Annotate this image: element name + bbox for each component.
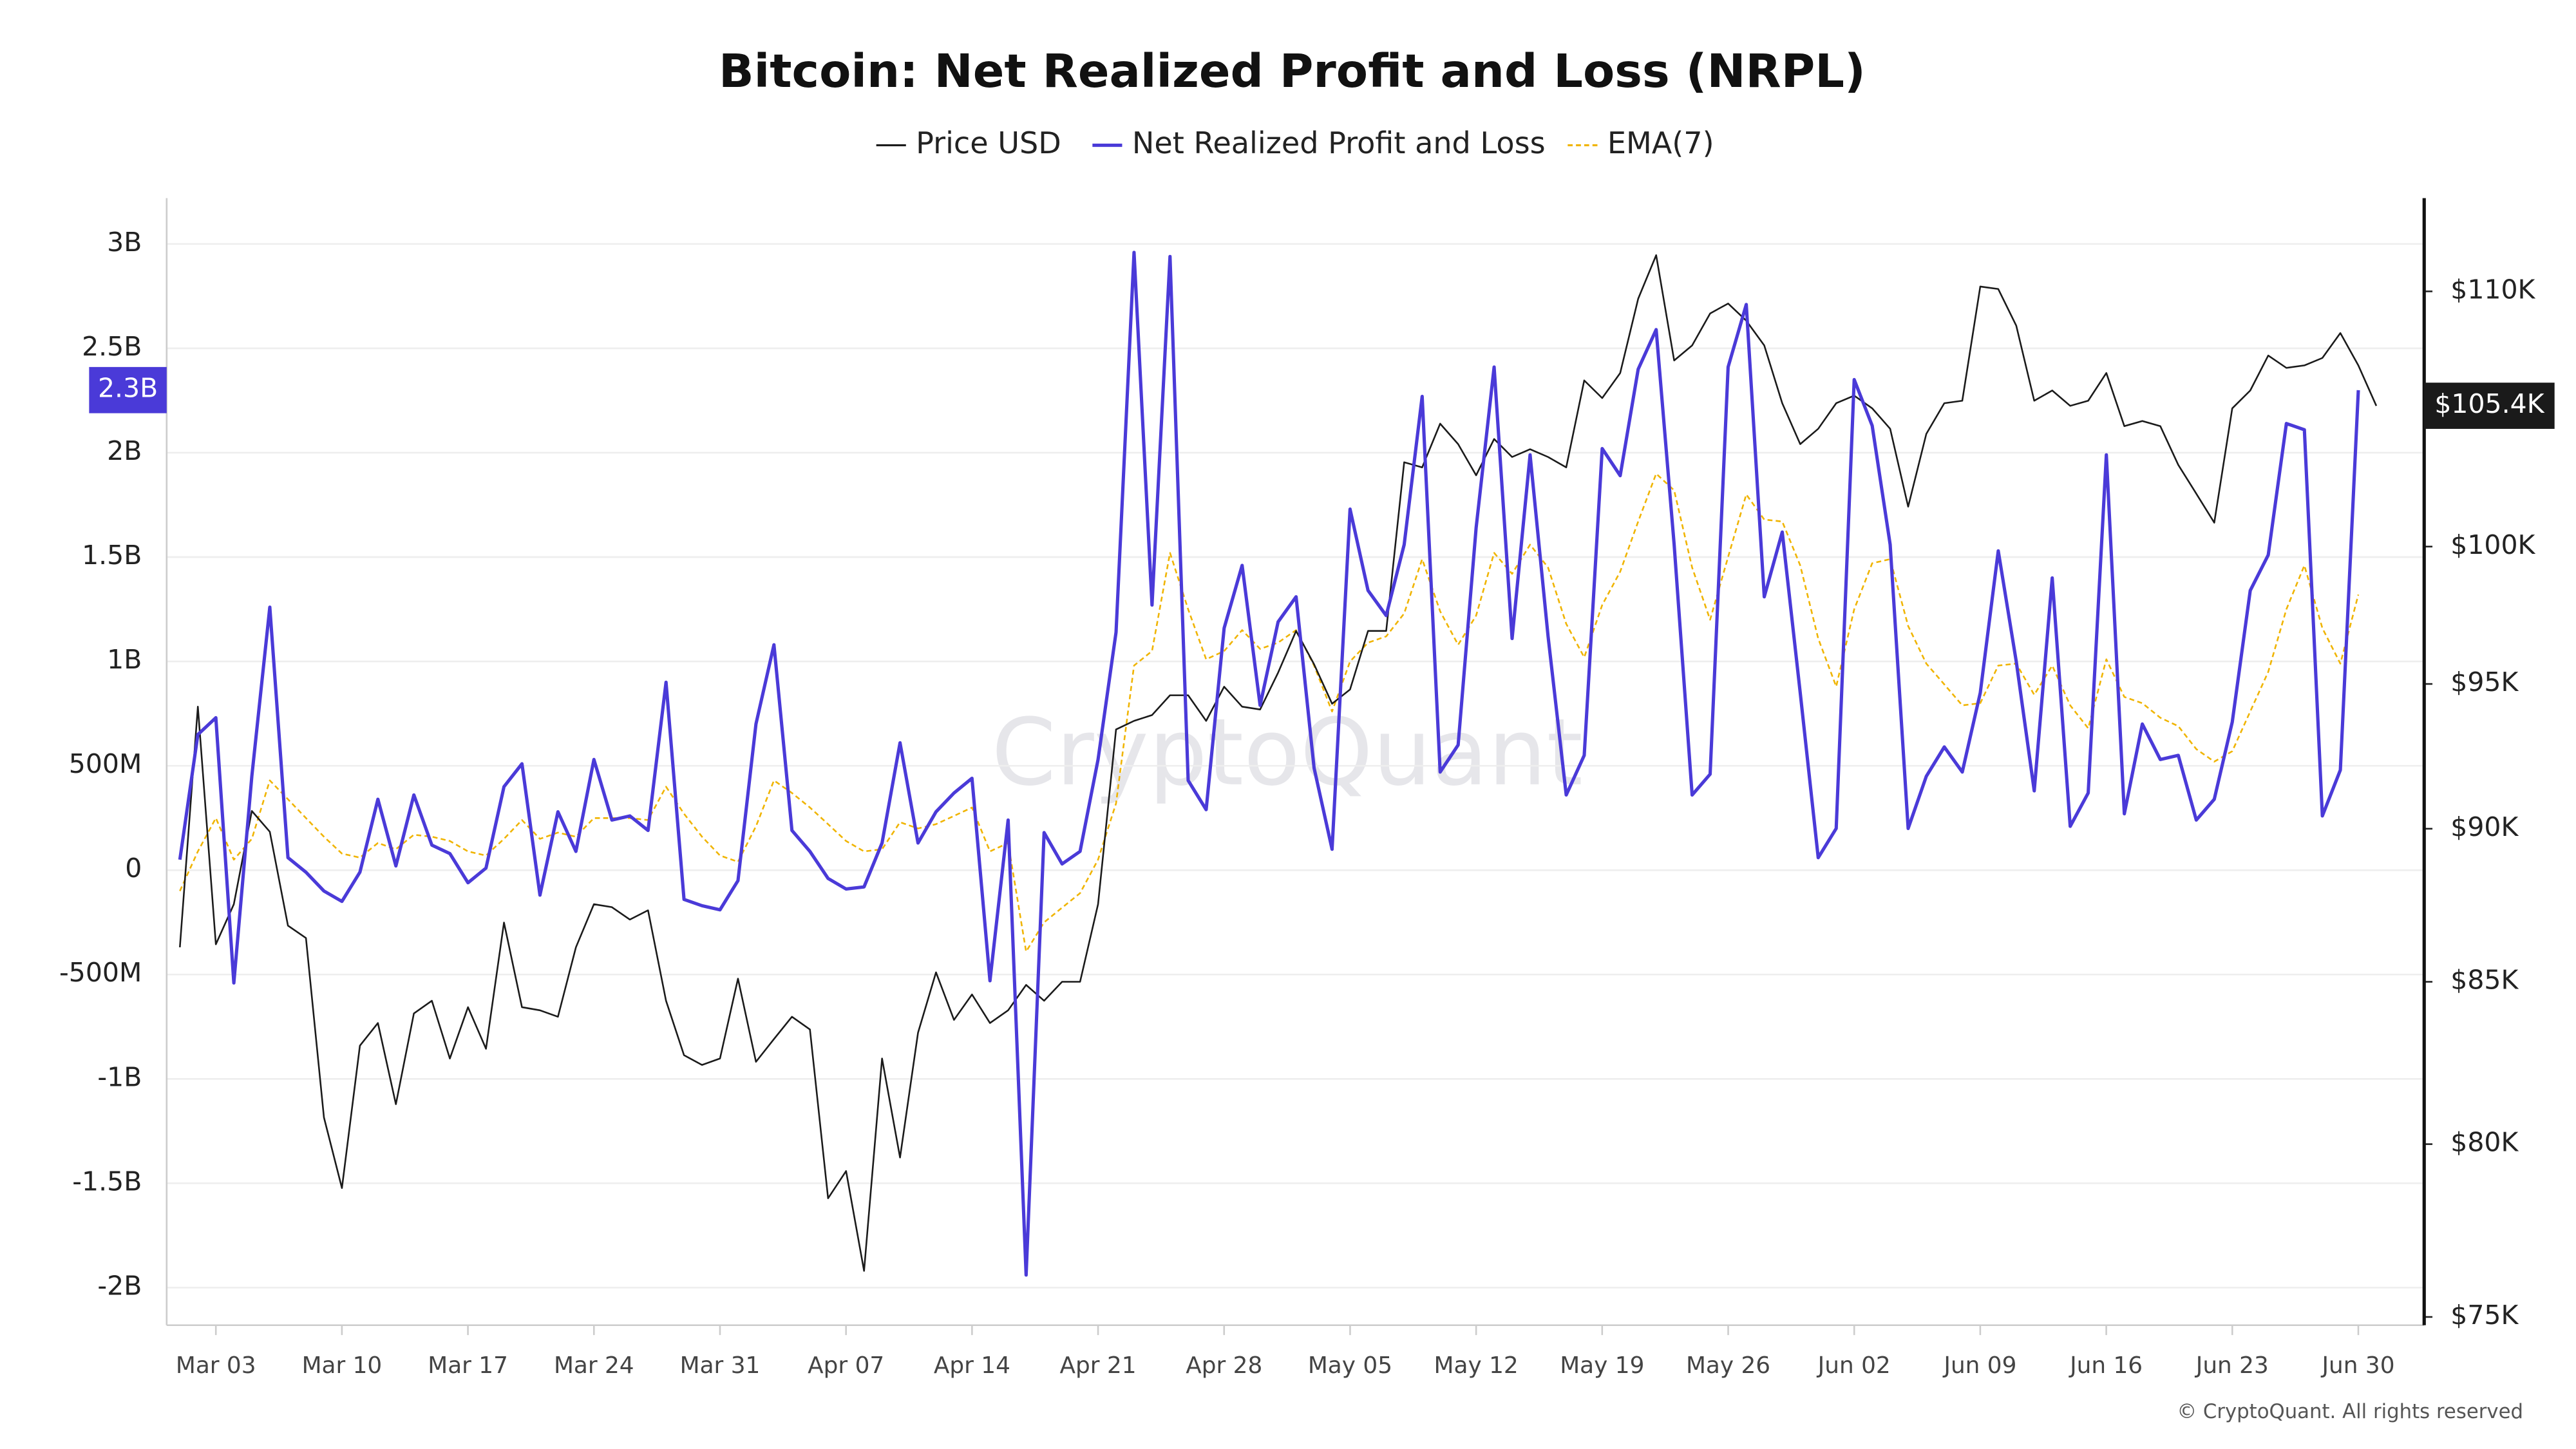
chart-title: Bitcoin: Net Realized Profit and Loss (N… [719, 44, 1866, 98]
series-line [179, 473, 2360, 952]
y-tick-label: 1B [107, 644, 142, 675]
y2-tick-label: $75K [2450, 1300, 2519, 1331]
x-tick-label: Jun 16 [2069, 1352, 2143, 1379]
x-tick-label: May 26 [1686, 1352, 1770, 1379]
y2-tick-label: $95K [2450, 667, 2519, 697]
y2-tick-label: $90K [2450, 811, 2519, 842]
x-tick-label: May 19 [1560, 1352, 1644, 1379]
y-tick-label: 500M [69, 748, 142, 779]
series-line [178, 251, 2360, 1277]
x-tick-label: May 12 [1434, 1352, 1519, 1379]
x-tick-label: Mar 31 [680, 1352, 761, 1379]
x-tick-label: Jun 30 [2320, 1352, 2394, 1379]
last-value-label: 2.3B [98, 373, 158, 404]
x-tick-label: Apr 21 [1060, 1352, 1137, 1379]
last-value-label: $105.4K [2434, 388, 2544, 419]
legend-label: Price USD [916, 126, 1061, 160]
x-tick-label: Jun 23 [2195, 1352, 2269, 1379]
y-tick-label: 2.5B [82, 331, 142, 362]
x-tick-label: Mar 17 [428, 1352, 508, 1379]
x-tick-label: Jun 09 [1942, 1352, 2016, 1379]
y-tick-label: 2B [107, 435, 142, 466]
series-line [179, 254, 2378, 1272]
x-tick-label: Apr 28 [1186, 1352, 1262, 1379]
x-tick-label: Apr 07 [808, 1352, 884, 1379]
legend-label: EMA(7) [1607, 126, 1714, 160]
y2-tick-label: $80K [2450, 1127, 2519, 1158]
y2-tick-label: $100K [2450, 529, 2535, 560]
y-tick-label: 1.5B [82, 540, 142, 571]
y-tick-label: -1.5B [72, 1166, 142, 1197]
last-value-badge [2424, 383, 2555, 429]
x-tick-label: Jun 02 [1817, 1352, 1891, 1379]
watermark: CryptoQuant [992, 699, 1583, 806]
y2-tick-label: $85K [2450, 965, 2519, 996]
x-tick-label: May 05 [1308, 1352, 1392, 1379]
y-tick-label: -500M [59, 957, 142, 988]
y2-tick-label: $110K [2450, 274, 2535, 305]
y-tick-label: 3B [107, 227, 142, 258]
y-tick-label: -1B [97, 1061, 142, 1092]
y-tick-label: -2B [97, 1270, 142, 1301]
y-tick-label: 0 [125, 853, 142, 884]
footer: © CryptoQuant. All rights reserved [2177, 1400, 2523, 1423]
x-tick-label: Mar 10 [302, 1352, 383, 1379]
x-tick-label: Apr 14 [934, 1352, 1010, 1379]
last-value-badge [89, 366, 167, 413]
x-tick-label: Mar 24 [554, 1352, 634, 1379]
legend-label: Net Realized Profit and Loss [1132, 126, 1546, 160]
x-tick-label: Mar 03 [176, 1352, 256, 1379]
